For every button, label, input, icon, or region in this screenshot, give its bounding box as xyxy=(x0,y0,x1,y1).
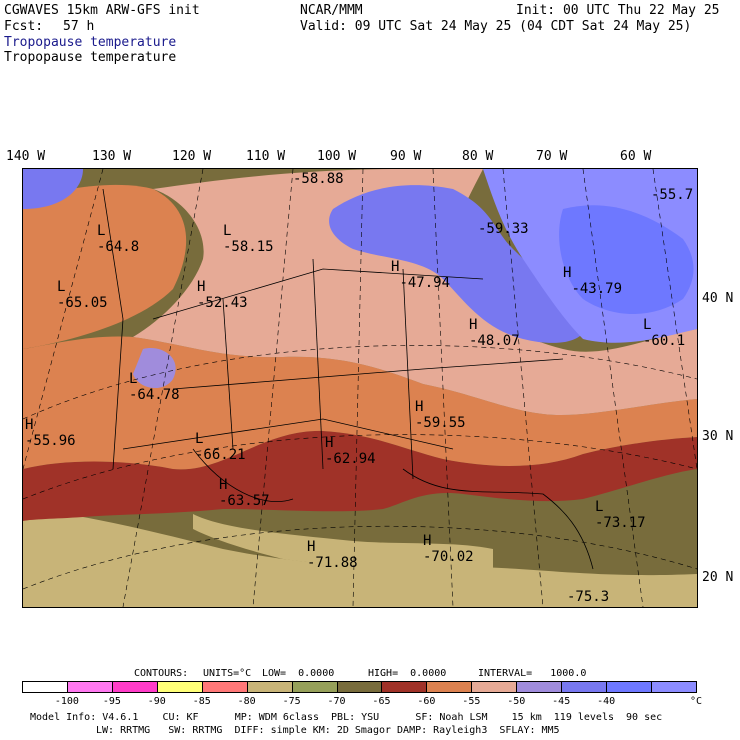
colorbar-swatch xyxy=(471,681,518,693)
interval-value: INTERVAL= 1000.0 xyxy=(478,668,587,679)
lon-label: 110 W xyxy=(246,149,286,164)
low-label: -59.33 xyxy=(478,221,529,237)
high-label: H -71.88 xyxy=(307,539,358,571)
model-info-line2: LW: RRTMG SW: RRTMG DIFF: simple KM: 2D … xyxy=(96,725,560,736)
low-label: -75.3 xyxy=(567,589,610,605)
colorbar-tick-label: -100 xyxy=(54,696,79,707)
fcst-label: Fcst: xyxy=(4,19,44,34)
colorbar-swatch xyxy=(291,681,338,693)
colorbar-swatch xyxy=(561,681,608,693)
lon-label: 120 W xyxy=(172,149,212,164)
high-label: H -62.94 xyxy=(325,435,376,467)
lon-label: 140 W xyxy=(6,149,46,164)
high-label: H -48.07 xyxy=(469,317,520,349)
colorbar-tick-label: -95 xyxy=(102,696,121,707)
lat-label: 30 N xyxy=(702,429,734,444)
high-label: H -63.57 xyxy=(219,477,270,509)
high-label: H -55.96 xyxy=(25,417,76,449)
model-title: CGWAVES 15km ARW-GFS init xyxy=(4,3,200,18)
colorbar-swatch xyxy=(22,681,68,693)
colorbar-swatch xyxy=(66,681,113,693)
band-west-patch xyxy=(133,348,176,389)
colorbar-swatch xyxy=(651,681,697,693)
colorbar-tick-label: -45 xyxy=(552,696,571,707)
colorbar-tick-label: -90 xyxy=(147,696,166,707)
colorbar-tick-label: -50 xyxy=(507,696,526,707)
colorbar-tick-label: -55 xyxy=(462,696,481,707)
low-label: L -66.21 xyxy=(195,431,246,463)
low-label: L -64.8 xyxy=(97,223,140,255)
band-80-75 xyxy=(23,509,697,607)
colorbar-swatch xyxy=(156,681,203,693)
lon-label: 70 W xyxy=(536,149,568,164)
colorbar-tick-label: -75 xyxy=(282,696,301,707)
lon-label: 130 W xyxy=(92,149,132,164)
valid-time: Valid: 09 UTC Sat 24 May 25 (04 CDT Sat … xyxy=(300,19,692,34)
band-65-60 xyxy=(23,430,697,521)
graticule xyxy=(23,169,697,607)
colorbar-tick-label: -80 xyxy=(237,696,256,707)
band-60-55 xyxy=(23,336,697,470)
lon-label: 90 W xyxy=(390,149,422,164)
band-45-40-core xyxy=(559,205,694,314)
low-label: L -64.78 xyxy=(129,371,180,403)
boundaries xyxy=(102,188,594,570)
model-info-line1: Model Info: V4.6.1 CU: KF MP: WDM 6class… xyxy=(30,712,663,723)
lon-label: 100 W xyxy=(317,149,357,164)
band-80-75-b xyxy=(193,514,493,570)
colorbar-swatch xyxy=(606,681,653,693)
low-label: -58.88 xyxy=(293,171,344,187)
colorbar-tick-label: -70 xyxy=(327,696,346,707)
low-label: L -73.17 xyxy=(595,499,646,531)
colorbar-swatch xyxy=(426,681,473,693)
colorbar-swatch xyxy=(246,681,293,693)
colorbar-swatch xyxy=(381,681,428,693)
lon-label: 80 W xyxy=(462,149,494,164)
low-value: LOW= 0.0000 xyxy=(262,668,335,679)
lat-label: 20 N xyxy=(702,570,734,585)
band-50-45 xyxy=(329,185,585,343)
colorbar-swatch xyxy=(516,681,563,693)
colorbar-tick-label: -65 xyxy=(372,696,391,707)
high-value: HIGH= 0.0000 xyxy=(368,668,447,679)
high-label: H -52.43 xyxy=(197,279,248,311)
colorbar-swatch xyxy=(201,681,248,693)
fcst-value: 57 h xyxy=(63,19,95,34)
low-label: L -60.1 xyxy=(643,317,686,349)
high-label: H -43.79 xyxy=(563,265,623,297)
colorbar-swatch xyxy=(336,681,383,693)
low-label: -55.7 xyxy=(651,187,694,203)
low-label: L -58.15 xyxy=(223,223,274,255)
colorbar-tick-label: -85 xyxy=(192,696,211,707)
band-nw-corner xyxy=(23,169,83,209)
colorbar-unit: °C xyxy=(690,696,703,707)
tropopause-field xyxy=(23,169,697,607)
units-label: UNITS=°C xyxy=(203,668,252,679)
colorbar-tick-label: -60 xyxy=(417,696,436,707)
org-label: NCAR/MMM xyxy=(300,3,363,18)
field-title-contour: Tropopause temperature xyxy=(4,50,177,65)
contours-label: CONTOURS: xyxy=(134,668,189,679)
high-label: H -59.55 xyxy=(415,399,466,431)
init-time: Init: 00 UTC Thu 22 May 25 xyxy=(516,3,720,18)
high-label: H -70.02 xyxy=(423,533,474,565)
high-label: H -47.94 xyxy=(391,259,451,291)
low-label: L -65.05 xyxy=(57,279,108,311)
colorbar-swatch xyxy=(111,681,158,693)
lat-label: 40 N xyxy=(702,291,734,306)
map-panel: L -64.8 L -58.15 L -65.05 H -52.43 -58.8… xyxy=(22,168,698,608)
colorbar-tick-label: -40 xyxy=(597,696,616,707)
field-title-colorfill: Tropopause temperature xyxy=(4,35,177,50)
lon-label: 60 W xyxy=(620,149,652,164)
band-60-55-nw xyxy=(23,184,187,349)
